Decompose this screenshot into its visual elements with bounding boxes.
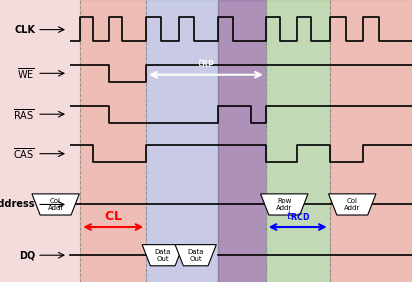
Text: CLK: CLK xyxy=(14,25,35,35)
Text: $t_{\mathregular{RP}}$: $t_{\mathregular{RP}}$ xyxy=(197,57,215,70)
Text: DQ: DQ xyxy=(19,250,35,260)
Polygon shape xyxy=(32,194,79,215)
Text: Col
Addr: Col Addr xyxy=(47,198,64,211)
Bar xyxy=(330,0,412,282)
Text: $t_{\mathregular{RCD}}$: $t_{\mathregular{RCD}}$ xyxy=(286,209,310,223)
Text: $\overline{\rm RAS}$: $\overline{\rm RAS}$ xyxy=(13,107,35,122)
Polygon shape xyxy=(142,244,183,266)
Polygon shape xyxy=(328,194,376,215)
Bar xyxy=(80,0,146,282)
Text: Data
Out: Data Out xyxy=(154,249,171,262)
Bar xyxy=(266,0,330,282)
Text: Data
Out: Data Out xyxy=(187,249,204,262)
Text: Col
Addr: Col Addr xyxy=(344,198,360,211)
Text: Row
Addr: Row Addr xyxy=(276,198,293,211)
Bar xyxy=(146,0,218,282)
Text: $\overline{\rm WE}$: $\overline{\rm WE}$ xyxy=(17,66,35,81)
Text: $\mathbf{CL}$: $\mathbf{CL}$ xyxy=(104,210,123,223)
Polygon shape xyxy=(260,194,308,215)
Polygon shape xyxy=(175,244,216,266)
Text: Address: Address xyxy=(0,199,35,210)
Bar xyxy=(218,0,266,282)
Text: $\overline{\rm CAS}$: $\overline{\rm CAS}$ xyxy=(13,146,35,161)
